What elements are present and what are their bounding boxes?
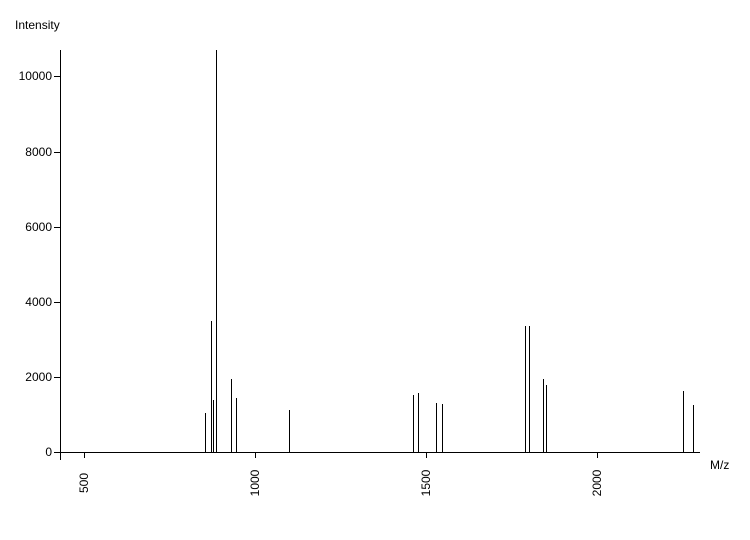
x-tick-label: 500 (77, 473, 91, 493)
spectrum-peak (231, 379, 232, 453)
x-tick (597, 452, 598, 458)
spectrum-peak (529, 326, 530, 452)
y-tick-label: 4000 (25, 295, 52, 309)
x-tick (84, 452, 85, 458)
y-tick-label: 2000 (25, 370, 52, 384)
spectrum-peak (418, 393, 419, 452)
spectrum-peak (213, 400, 214, 453)
plot-area: 0200040006000800010000500100015002000 (60, 50, 700, 460)
x-tick (426, 452, 427, 458)
x-axis-label: M/z (710, 458, 729, 472)
spectrum-peak (413, 395, 414, 453)
x-tick-label: 2000 (590, 470, 604, 497)
x-axis-line (60, 452, 700, 453)
spectrum-peak (546, 385, 547, 452)
y-tick-label: 8000 (25, 145, 52, 159)
x-tick (255, 452, 256, 458)
y-tick (54, 302, 60, 303)
y-tick (54, 227, 60, 228)
spectrum-peak (289, 410, 290, 453)
spectrum-peak (525, 326, 526, 452)
y-tick (54, 377, 60, 378)
spectrum-peak (436, 403, 437, 453)
spectrum-peak (236, 398, 237, 453)
y-tick-label: 6000 (25, 220, 52, 234)
spectrum-peak (683, 391, 684, 453)
y-axis-label: Intensity (15, 18, 60, 32)
mass-spectrum-chart: Intensity M/z 02000400060008000100005001… (0, 0, 750, 540)
spectrum-peak (211, 321, 212, 453)
y-tick (54, 152, 60, 153)
spectrum-peak (205, 413, 206, 452)
spectrum-peak (543, 379, 544, 453)
y-tick-label: 10000 (19, 69, 52, 83)
x-tick-label: 1000 (248, 470, 262, 497)
y-tick-label: 0 (45, 445, 52, 459)
y-tick (54, 76, 60, 77)
spectrum-peak (216, 50, 217, 452)
y-tick (54, 452, 60, 453)
y-axis-line (60, 50, 61, 460)
x-tick-label: 1500 (419, 470, 433, 497)
spectrum-peak (442, 404, 443, 453)
spectrum-peak (693, 405, 694, 453)
